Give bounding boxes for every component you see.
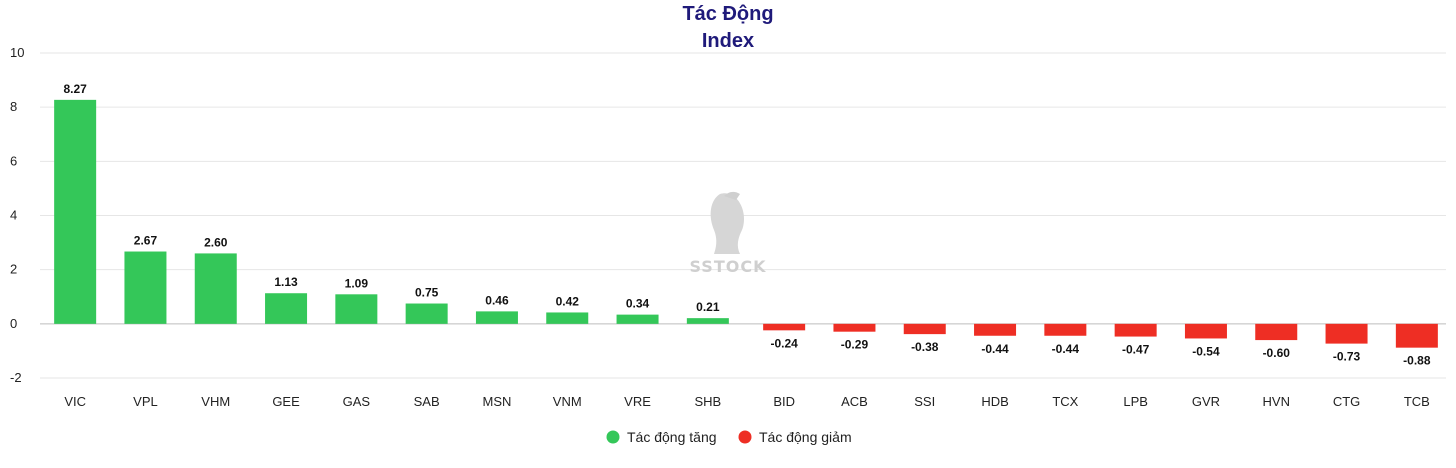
bar-tcb[interactable] — [1395, 323, 1438, 348]
legend-marker-1[interactable] — [738, 430, 752, 444]
value-label-lpb: -0.47 — [1122, 343, 1150, 357]
x-tick-label-sab: SAB — [414, 394, 440, 409]
y-tick-label: 8 — [10, 99, 17, 114]
value-label-gvr: -0.54 — [1192, 344, 1220, 358]
bar-gvr[interactable] — [1184, 323, 1227, 339]
chart-title: Tác Động — [682, 3, 773, 25]
x-tick-label-bid: BID — [773, 394, 795, 409]
bar-vhm[interactable] — [194, 253, 237, 324]
y-tick-label: 10 — [10, 45, 24, 60]
bar-msn[interactable] — [475, 311, 518, 324]
x-tick-label-acb: ACB — [841, 394, 868, 409]
bar-tcx[interactable] — [1044, 323, 1087, 336]
bar-gee[interactable] — [265, 293, 308, 324]
bar-vic[interactable] — [54, 99, 97, 324]
y-tick-label: 0 — [10, 316, 17, 331]
value-label-hvn: -0.60 — [1263, 346, 1291, 360]
value-label-vpl: 2.67 — [134, 234, 158, 248]
value-labels: 8.27 2.67 2.60 1.13 1.09 0.75 0.46 0.42 0.34 0.21… — [63, 82, 1430, 368]
legend: Tác động tăng Tác động giảm — [606, 429, 852, 445]
bar-vre[interactable] — [616, 314, 659, 324]
x-tick-label-vpl: VPL — [133, 394, 158, 409]
value-label-bid: -0.24 — [770, 336, 798, 350]
y-tick-label: 2 — [10, 262, 17, 277]
watermark: SSTOCK — [690, 191, 767, 276]
bar-acb[interactable] — [833, 323, 876, 332]
value-label-hdb: -0.44 — [981, 342, 1009, 356]
legend-label-1[interactable]: Tác động giảm — [759, 429, 852, 445]
bar-sab[interactable] — [405, 303, 448, 324]
x-tick-label-gas: GAS — [343, 394, 371, 409]
x-tick-label-tcb: TCB — [1404, 394, 1430, 409]
value-label-gas: 1.09 — [345, 276, 369, 290]
bar-hvn[interactable] — [1255, 323, 1298, 341]
value-label-msn: 0.46 — [485, 293, 509, 307]
value-label-vre: 0.34 — [626, 297, 650, 311]
x-tick-label-gvr: GVR — [1192, 394, 1220, 409]
bars — [54, 99, 1438, 348]
x-tick-label-ctg: CTG — [1333, 394, 1360, 409]
x-axis: VIC VPL VHM GEE GAS SAB MSN VNM VRE SHB BID ACB SSI H… — [64, 394, 1430, 409]
y-axis: -2 0 2 4 6 8 10 — [10, 45, 24, 385]
bar-gas[interactable] — [335, 294, 378, 324]
value-label-vhm: 2.60 — [204, 235, 228, 249]
legend-label-0[interactable]: Tác động tăng — [627, 429, 717, 445]
value-label-tcx: -0.44 — [1052, 342, 1080, 356]
x-tick-label-vhm: VHM — [201, 394, 230, 409]
x-tick-label-vnm: VNM — [553, 394, 582, 409]
x-tick-label-msn: MSN — [483, 394, 512, 409]
bar-bid[interactable] — [763, 323, 806, 331]
x-tick-label-lpb: LPB — [1123, 394, 1148, 409]
bar-shb[interactable] — [686, 318, 729, 324]
y-tick-label: 6 — [10, 153, 17, 168]
value-label-tcb: -0.88 — [1403, 354, 1431, 368]
chart-subtitle: Index — [702, 30, 754, 52]
x-tick-label-hdb: HDB — [981, 394, 1008, 409]
bar-vnm[interactable] — [546, 312, 589, 324]
value-label-acb: -0.29 — [841, 338, 869, 352]
title-block: Tác Động Index — [682, 3, 773, 52]
x-tick-label-ssi: SSI — [914, 394, 935, 409]
x-tick-label-shb: SHB — [694, 394, 721, 409]
y-tick-label: -2 — [10, 370, 22, 385]
legend-marker-0[interactable] — [606, 430, 620, 444]
y-tick-label: 4 — [10, 208, 17, 223]
x-tick-label-vic: VIC — [64, 394, 86, 409]
value-label-ctg: -0.73 — [1333, 350, 1361, 364]
bar-vpl[interactable] — [124, 251, 167, 324]
x-tick-label-tcx: TCX — [1052, 394, 1078, 409]
value-label-sab: 0.75 — [415, 286, 439, 300]
horse-head-icon — [710, 191, 744, 254]
grid-layer — [40, 52, 1446, 379]
x-tick-label-vre: VRE — [624, 394, 651, 409]
x-tick-label-hvn: HVN — [1263, 394, 1290, 409]
watermark-text: SSTOCK — [690, 257, 767, 276]
value-label-shb: 0.21 — [696, 300, 720, 314]
value-label-vic: 8.27 — [63, 82, 87, 96]
bar-ssi[interactable] — [903, 323, 946, 335]
bar-ctg[interactable] — [1325, 323, 1368, 344]
value-label-gee: 1.13 — [274, 275, 298, 289]
bar-lpb[interactable] — [1114, 323, 1157, 337]
value-label-ssi: -0.38 — [911, 340, 939, 354]
value-label-vnm: 0.42 — [556, 294, 580, 308]
bar-hdb[interactable] — [974, 323, 1017, 336]
x-tick-label-gee: GEE — [272, 394, 300, 409]
